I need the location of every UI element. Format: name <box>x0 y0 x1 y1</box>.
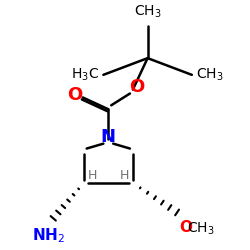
Text: CH$_3$: CH$_3$ <box>196 67 224 83</box>
Text: O: O <box>67 86 82 104</box>
Text: H: H <box>88 168 97 181</box>
Text: CH$_3$: CH$_3$ <box>134 4 162 20</box>
Text: O: O <box>129 78 144 96</box>
Text: N: N <box>101 128 116 146</box>
Text: H: H <box>119 168 129 181</box>
Text: NH$_2$: NH$_2$ <box>32 226 65 245</box>
Text: O: O <box>179 220 192 235</box>
Text: CH$_3$: CH$_3$ <box>187 220 214 237</box>
Text: H$_3$C: H$_3$C <box>71 67 100 83</box>
